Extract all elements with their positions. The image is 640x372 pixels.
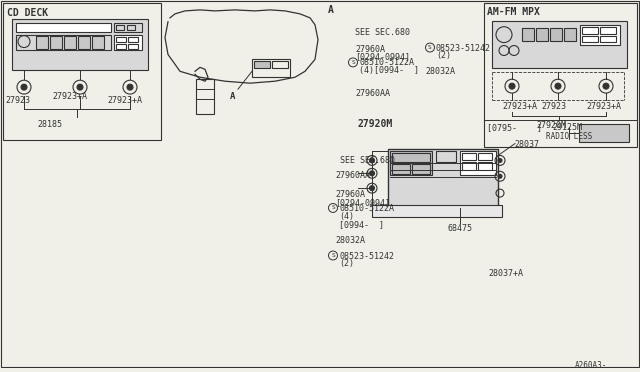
Bar [392, 153, 430, 163]
Circle shape [21, 84, 27, 90]
Bar [78, 36, 90, 48]
Text: 27923+A: 27923+A [502, 102, 537, 111]
Text: 28037: 28037 [514, 140, 539, 149]
Bar [372, 205, 502, 217]
Text: 27923: 27923 [5, 96, 30, 105]
Bar [128, 44, 138, 48]
Bar [412, 164, 430, 174]
Bar [36, 36, 48, 48]
Bar [12, 19, 148, 70]
Circle shape [127, 84, 133, 90]
Bar [116, 25, 124, 30]
Circle shape [498, 158, 502, 163]
Bar [436, 151, 456, 163]
Text: S: S [331, 253, 335, 258]
Text: 27920M: 27920M [536, 121, 566, 130]
Bar [392, 164, 410, 174]
Text: [0994-  ]: [0994- ] [339, 220, 384, 229]
Text: RADIO LESS: RADIO LESS [546, 132, 592, 141]
Circle shape [555, 83, 561, 89]
Bar [272, 61, 288, 68]
Bar [116, 44, 126, 48]
Bar [16, 23, 111, 32]
Text: 28032A: 28032A [335, 236, 365, 245]
Bar [460, 151, 496, 175]
Bar [484, 3, 637, 147]
Bar [580, 25, 620, 45]
Bar [3, 3, 161, 140]
Bar [582, 27, 598, 34]
Text: S: S [331, 205, 335, 211]
Circle shape [498, 174, 502, 178]
Text: 08510-5122A: 08510-5122A [359, 58, 414, 67]
Circle shape [369, 171, 374, 176]
Text: 27923+A: 27923+A [52, 92, 87, 101]
Text: 28185: 28185 [38, 120, 63, 129]
Bar [550, 28, 562, 41]
Bar [579, 124, 629, 142]
Bar [116, 36, 126, 42]
Text: [0294-0994]: [0294-0994] [355, 52, 410, 61]
Text: (2): (2) [436, 51, 451, 61]
Bar [127, 25, 135, 30]
Bar [600, 27, 616, 34]
Bar [564, 28, 576, 41]
Bar [478, 163, 492, 170]
Text: A: A [230, 92, 236, 101]
Text: 27960A: 27960A [335, 190, 365, 199]
Bar [16, 35, 111, 49]
Circle shape [369, 186, 374, 190]
Text: 28032A: 28032A [425, 67, 455, 76]
Bar [114, 23, 142, 32]
Text: 27960AA: 27960AA [355, 89, 390, 98]
Bar [92, 36, 104, 48]
Text: [0294-0994]: [0294-0994] [335, 198, 390, 207]
Bar [388, 148, 498, 206]
Text: CD DECK: CD DECK [7, 8, 48, 18]
Text: 68475: 68475 [448, 224, 473, 233]
Bar [582, 36, 598, 42]
Bar [254, 61, 270, 68]
Bar [600, 36, 616, 42]
Text: 27923: 27923 [541, 102, 566, 111]
Text: 08523-51242: 08523-51242 [436, 44, 491, 52]
Text: 27960A: 27960A [355, 45, 385, 54]
Text: 29125M: 29125M [552, 123, 582, 132]
Text: 27920M: 27920M [358, 119, 393, 129]
Text: 28037+A: 28037+A [488, 269, 523, 278]
Text: 27923+A: 27923+A [107, 96, 142, 105]
Circle shape [77, 84, 83, 90]
Text: A260A3-: A260A3- [575, 362, 607, 371]
Bar [128, 36, 138, 42]
Text: S: S [351, 60, 355, 65]
Text: 08510-5122A: 08510-5122A [339, 204, 394, 213]
Text: [0795-    ]: [0795- ] [487, 123, 542, 132]
Text: 27923+A: 27923+A [586, 102, 621, 111]
Text: (2): (2) [339, 259, 354, 269]
Bar [114, 35, 142, 49]
Bar [536, 28, 548, 41]
Bar [522, 28, 534, 41]
Text: SEE SEC.680: SEE SEC.680 [340, 157, 395, 166]
Circle shape [509, 83, 515, 89]
Bar [390, 151, 432, 175]
Bar [492, 21, 627, 68]
Bar [462, 153, 476, 160]
Bar [64, 36, 76, 48]
Text: AM-FM MPX: AM-FM MPX [487, 7, 540, 17]
Bar [50, 36, 62, 48]
Bar [196, 79, 214, 114]
Text: 27960AA: 27960AA [335, 171, 370, 180]
Text: 08523-51242: 08523-51242 [339, 251, 394, 260]
Text: (4)[0994-  ]: (4)[0994- ] [359, 66, 419, 76]
Bar [478, 153, 492, 160]
Bar [462, 163, 476, 170]
Bar [252, 60, 290, 77]
Circle shape [603, 83, 609, 89]
Text: (4): (4) [339, 212, 354, 221]
Text: S: S [428, 45, 432, 50]
Text: A: A [328, 5, 334, 15]
Circle shape [369, 158, 374, 163]
Text: SEE SEC.680: SEE SEC.680 [355, 28, 410, 37]
